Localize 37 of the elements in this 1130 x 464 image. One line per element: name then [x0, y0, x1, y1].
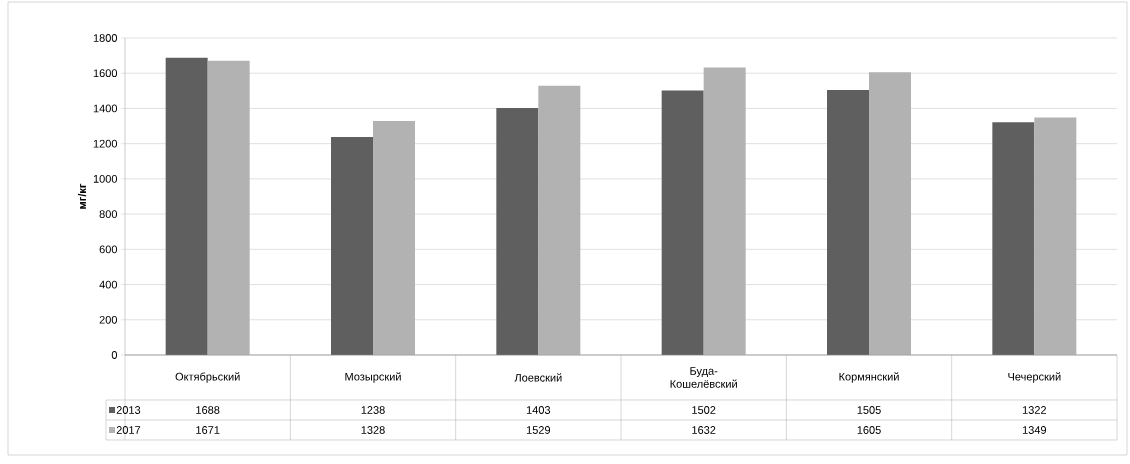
x-tick-label: Буда-Кошелёвский — [670, 367, 737, 388]
bar — [165, 57, 208, 355]
bar — [827, 89, 869, 355]
bar — [331, 136, 373, 355]
y-tick-label: 0 — [111, 351, 118, 359]
data-label: 1605 — [857, 426, 881, 434]
x-tick-label: Лоевский — [514, 373, 562, 382]
x-tick-label: Чечерский — [1008, 372, 1061, 383]
data-label: 1322 — [1022, 406, 1047, 414]
data-label: 1403 — [526, 406, 551, 414]
y-tick-label: 1400 — [93, 104, 118, 113]
x-tick-label: Кормянский — [839, 372, 899, 383]
legend-label: 2017 — [116, 426, 141, 434]
data-label: 1688 — [196, 406, 220, 414]
y-tick-label: 1200 — [93, 139, 118, 148]
data-label: 1328 — [361, 426, 385, 434]
x-tick-label: Мозырский — [345, 372, 401, 383]
y-tick-label: 400 — [99, 280, 118, 289]
y-tick-label: 1600 — [93, 69, 118, 78]
y-tick-label: 1000 — [93, 175, 118, 183]
bar — [992, 122, 1035, 355]
data-label: 1529 — [526, 426, 551, 434]
y-tick-label: 200 — [99, 315, 118, 324]
bar — [496, 107, 539, 355]
data-label: 1238 — [361, 406, 385, 414]
data-label: 1632 — [692, 426, 716, 434]
data-label: 1349 — [1022, 426, 1047, 434]
y-tick-label: 600 — [99, 245, 118, 254]
data-label: 1502 — [692, 406, 716, 414]
y-axis-title: мг/кг — [77, 183, 87, 209]
x-tick-label: Октябрьский — [175, 372, 240, 383]
bar — [661, 90, 704, 355]
data-label: 1505 — [857, 406, 881, 414]
legend-label: 2013 — [116, 406, 141, 414]
y-tick-label: 1800 — [93, 34, 118, 42]
data-label: 1671 — [196, 426, 220, 434]
y-tick-label: 800 — [99, 210, 118, 219]
